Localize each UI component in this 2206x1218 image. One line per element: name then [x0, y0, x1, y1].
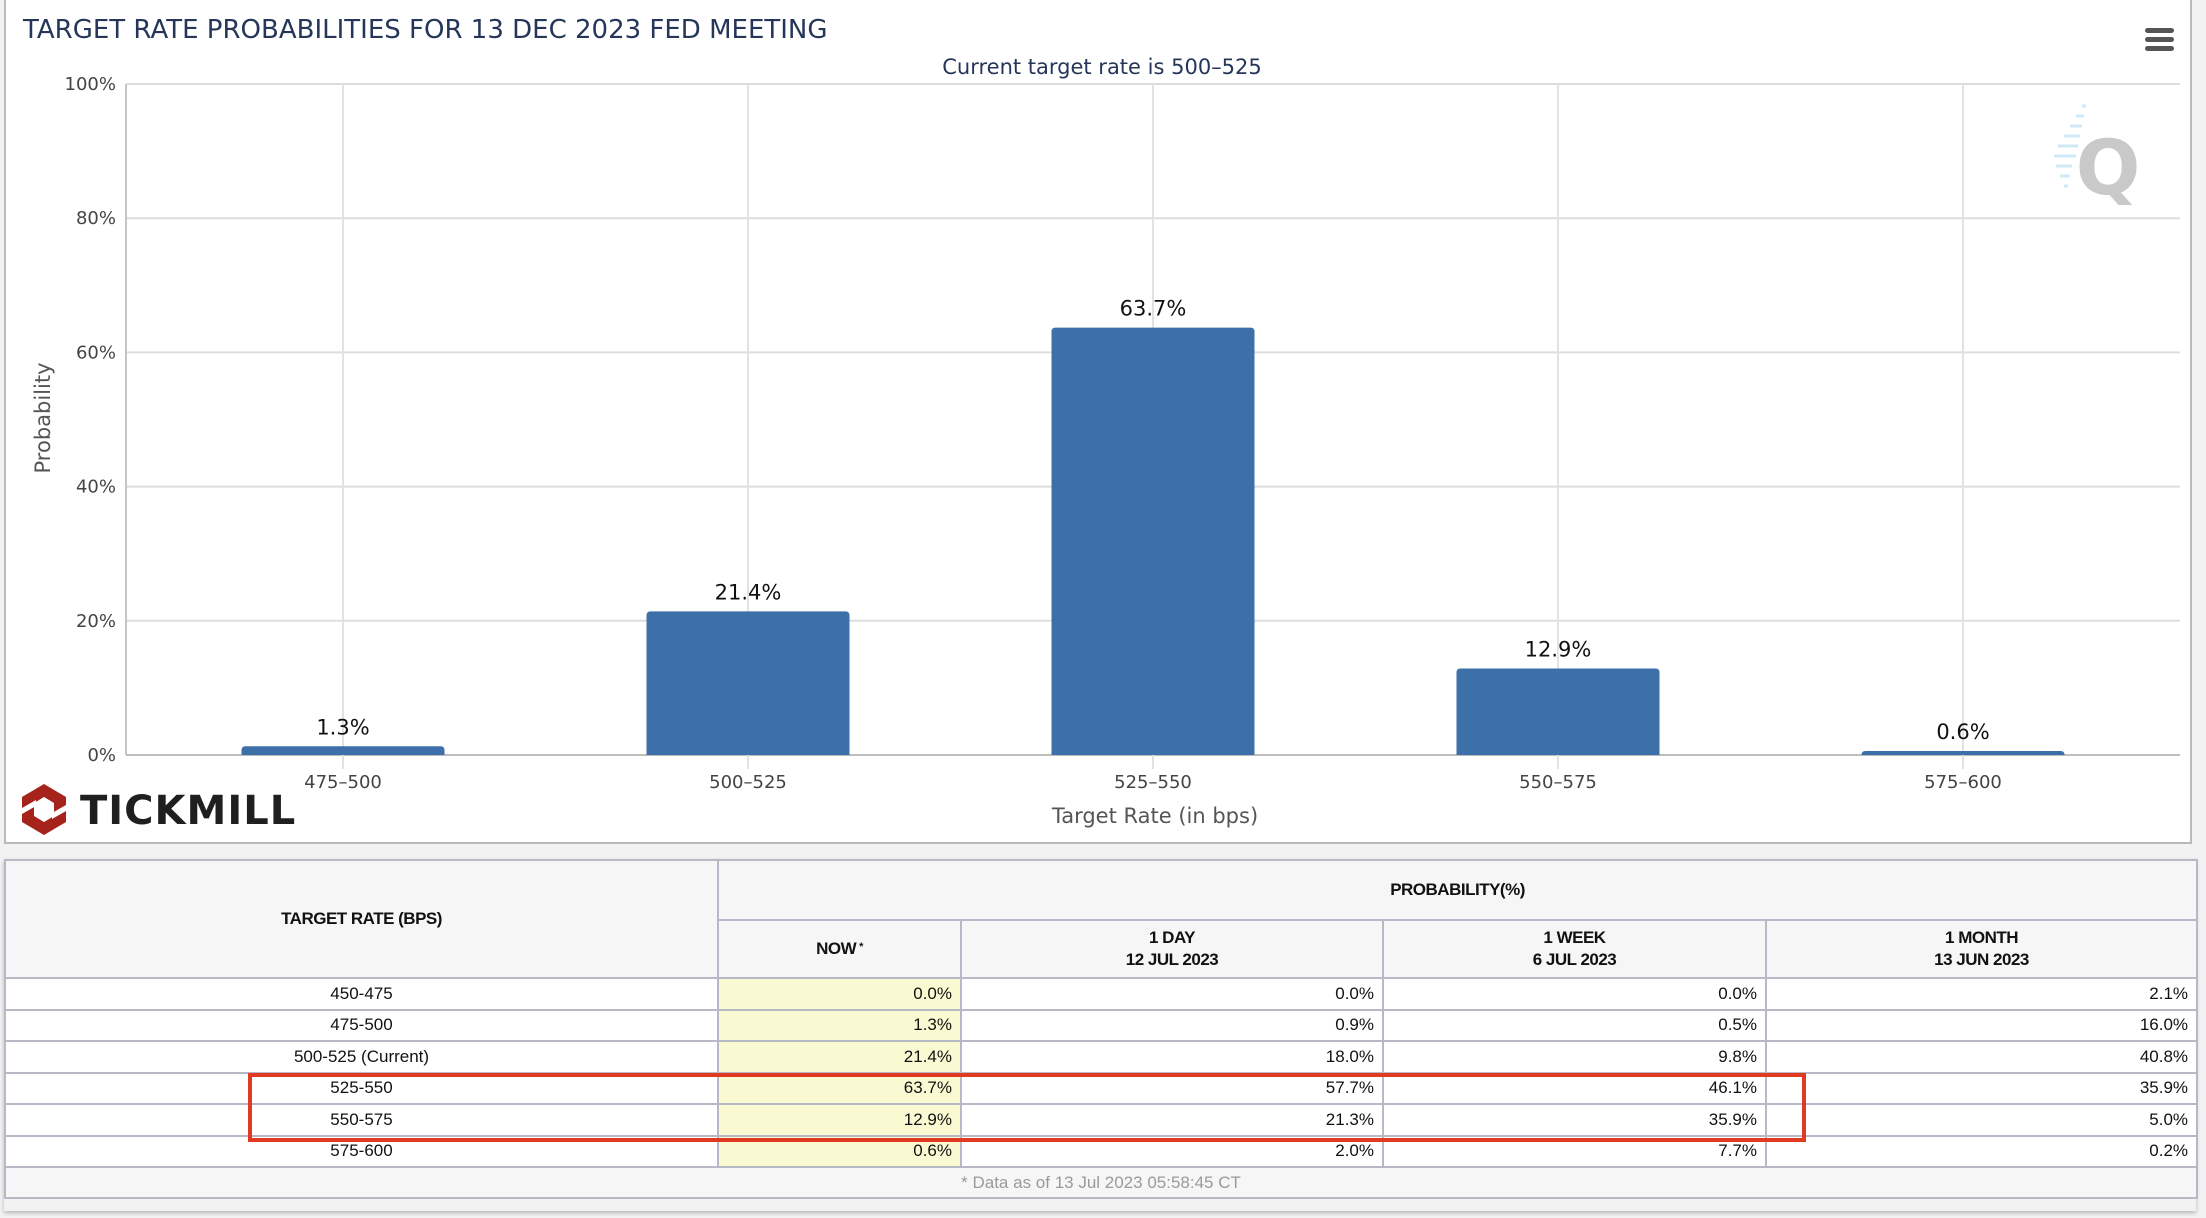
hamburger-menu-icon[interactable]: [2145, 28, 2174, 51]
cell-1-month: 35.9%: [1764, 1071, 2199, 1105]
bar-data-label: 0.6%: [1936, 720, 1989, 744]
cell-1-week: 9.8%: [1382, 1040, 1767, 1074]
x-tick-label: 575–600: [1924, 772, 2002, 793]
cell-1-month: 5.0%: [1764, 1103, 2199, 1137]
x-axis-title: Target Rate (in bps): [1051, 804, 1258, 828]
y-tick-label: 80%: [76, 208, 116, 229]
cell-now: 12.9%: [717, 1103, 962, 1137]
header-1-week-date: 6 JUL 2023: [1532, 950, 1617, 969]
cell-1-week: 7.7%: [1382, 1134, 1767, 1168]
cell-rate: 525-550: [4, 1071, 719, 1105]
y-tick-label: 60%: [76, 342, 116, 363]
tickmill-logo: TICKMILL: [22, 784, 296, 835]
data-timestamp-note: * Data as of 13 Jul 2023 05:58:45 CT: [3, 1166, 2199, 1199]
table-row: 500-525 (Current) 21.4% 18.0% 9.8% 40.8%: [4, 1040, 2199, 1074]
bar-data-label: 21.4%: [715, 580, 782, 604]
y-axis-title: Probability: [31, 362, 55, 473]
cell-1-month: 2.1%: [1764, 977, 2199, 1011]
table-row: 550-575 12.9% 21.3% 35.9% 5.0%: [4, 1103, 2199, 1137]
header-target-rate: TARGET RATE (BPS): [4, 859, 719, 979]
cell-1-day: 0.9%: [960, 1008, 1384, 1042]
bar-525–550[interactable]: [1051, 327, 1255, 755]
cell-now: 63.7%: [717, 1071, 962, 1105]
bar-data-label: 12.9%: [1525, 637, 1592, 661]
y-tick-label: 20%: [76, 611, 116, 632]
cell-now: 1.3%: [717, 1008, 962, 1042]
cell-1-day: 18.0%: [960, 1040, 1384, 1074]
table-row: 525-550 63.7% 57.7% 46.1% 35.9%: [4, 1071, 2199, 1105]
svg-text:Q: Q: [2076, 123, 2141, 212]
x-tick-label: 500–525: [709, 772, 787, 793]
y-axis: 0% 20% 40% 60% 80% 100%: [65, 74, 116, 766]
header-1-day-date: 12 JUL 2023: [1125, 950, 1219, 969]
header-1-month-date: 13 JUN 2023: [1934, 950, 2029, 969]
chart-panel: TARGET RATE PROBABILITIES FOR 13 DEC 202…: [4, 0, 2192, 844]
bar-575–600[interactable]: [1861, 750, 2065, 755]
tickmill-logo-text: TICKMILL: [80, 788, 296, 834]
bar-data-label: 63.7%: [1120, 297, 1187, 321]
y-tick-label: 0%: [87, 745, 116, 766]
header-1-month-label: 1 MONTH: [1945, 928, 2019, 947]
cell-rate: 475-500: [4, 1008, 719, 1042]
bar-data-label: 1.3%: [316, 715, 369, 739]
cell-1-day: 57.7%: [960, 1071, 1384, 1105]
cell-1-day: 21.3%: [960, 1103, 1384, 1137]
table-footnote-row: * Data as of 13 Jul 2023 05:58:45 CT: [3, 1166, 2199, 1199]
chart-title: TARGET RATE PROBABILITIES FOR 13 DEC 202…: [22, 15, 828, 45]
probability-table: TARGET RATE (BPS) PROBABILITY(%) NOW * 1 …: [3, 859, 2199, 1211]
cell-1-month: 0.2%: [1764, 1134, 2199, 1168]
bar-chart: TARGET RATE PROBABILITIES FOR 13 DEC 202…: [22, 15, 2180, 835]
cell-1-day: 2.0%: [960, 1134, 1384, 1168]
header-now-note: *: [859, 941, 863, 953]
bar-475–500[interactable]: [241, 746, 445, 755]
bar-550–575[interactable]: [1456, 668, 1660, 755]
cell-1-week: 46.1%: [1382, 1071, 1767, 1105]
cell-rate: 550-575: [4, 1103, 719, 1137]
cell-1-month: 16.0%: [1764, 1008, 2199, 1042]
cell-now: 0.0%: [717, 977, 962, 1011]
x-tick-label: 550–575: [1519, 772, 1597, 793]
table-row: 575-600 0.6% 2.0% 7.7% 0.2%: [4, 1134, 2199, 1168]
bars: 1.3% 21.4% 63.7% 12.9% 0.6%: [241, 297, 2065, 755]
table-row: 450-475 0.0% 0.0% 0.0% 2.1%: [4, 977, 2199, 1011]
header-1-month: 1 MONTH 13 JUN 2023: [1764, 919, 2199, 979]
header-1-day-label: 1 DAY: [1148, 928, 1196, 947]
y-tick-label: 40%: [76, 477, 116, 498]
cell-rate: 450-475: [4, 977, 719, 1011]
table-row: 475-500 1.3% 0.9% 0.5% 16.0%: [4, 1008, 2199, 1042]
cell-1-month: 40.8%: [1764, 1040, 2199, 1074]
bar-500–525[interactable]: [646, 611, 850, 755]
x-tick-label: 475–500: [304, 772, 382, 793]
header-now-label: NOW: [816, 939, 857, 958]
header-1-week: 1 WEEK 6 JUL 2023: [1382, 919, 1767, 979]
cell-rate: 500-525 (Current): [4, 1040, 719, 1074]
header-now: NOW *: [717, 919, 962, 979]
q-watermark-icon: Q: [2054, 104, 2141, 212]
header-1-week-label: 1 WEEK: [1543, 928, 1606, 947]
y-tick-label: 100%: [65, 74, 116, 95]
cell-now: 0.6%: [717, 1134, 962, 1168]
cell-1-week: 35.9%: [1382, 1103, 1767, 1137]
cell-1-week: 0.0%: [1382, 977, 1767, 1011]
tickmill-logo-icon: [22, 784, 66, 835]
cell-1-week: 0.5%: [1382, 1008, 1767, 1042]
x-axis: 475–500 500–525 525–550 550–575 575–600: [304, 772, 2002, 793]
cell-now: 21.4%: [717, 1040, 962, 1074]
x-tick-label: 525–550: [1114, 772, 1192, 793]
header-1-day: 1 DAY 12 JUL 2023: [960, 919, 1384, 979]
header-probability: PROBABILITY(%): [716, 859, 2199, 921]
cell-1-day: 0.0%: [960, 977, 1384, 1011]
chart-subtitle: Current target rate is 500–525: [942, 55, 1262, 79]
cell-rate: 575-600: [4, 1134, 719, 1168]
